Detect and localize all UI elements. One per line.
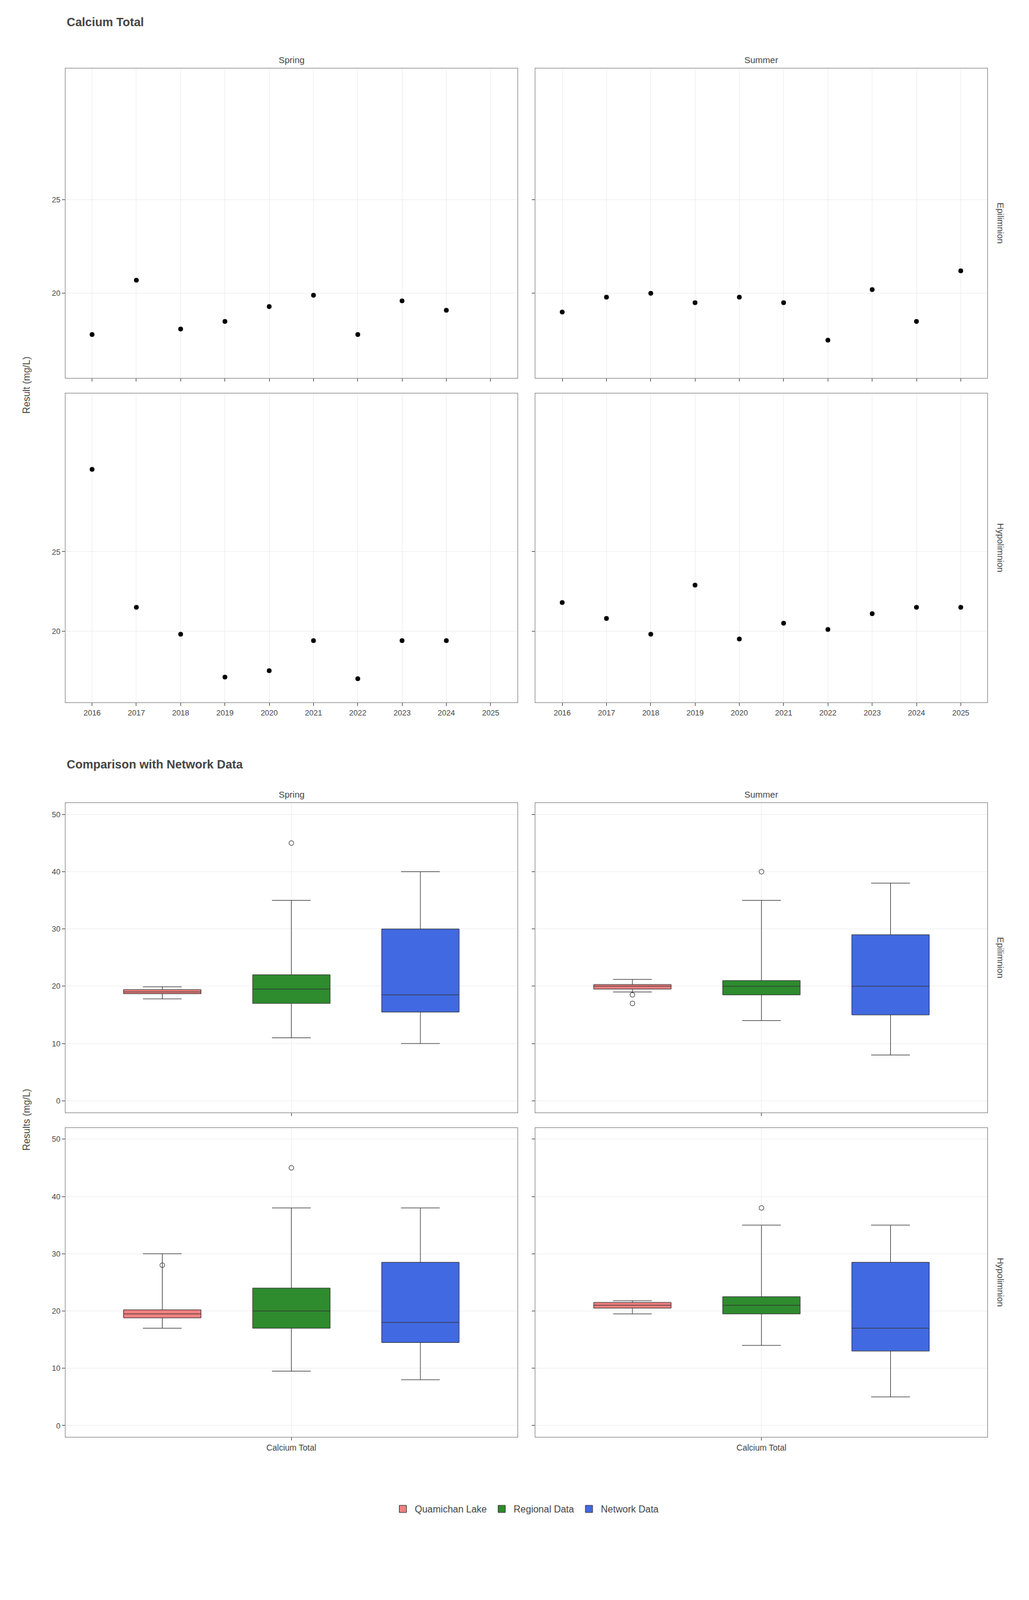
svg-text:2016: 2016 bbox=[553, 708, 572, 718]
svg-text:2016: 2016 bbox=[83, 708, 101, 718]
svg-text:Network Data: Network Data bbox=[600, 1504, 659, 1515]
svg-text:20: 20 bbox=[51, 981, 61, 991]
svg-text:2025: 2025 bbox=[481, 708, 500, 718]
svg-text:2020: 2020 bbox=[730, 708, 748, 718]
svg-text:2017: 2017 bbox=[128, 708, 146, 718]
svg-text:50: 50 bbox=[51, 810, 61, 820]
svg-text:20: 20 bbox=[51, 627, 61, 636]
svg-text:2025: 2025 bbox=[952, 708, 970, 718]
svg-text:Result (mg/L): Result (mg/L) bbox=[21, 356, 32, 414]
svg-text:0: 0 bbox=[55, 1096, 61, 1106]
svg-text:Calcium Total: Calcium Total bbox=[66, 15, 145, 29]
svg-text:2023: 2023 bbox=[863, 708, 881, 718]
svg-text:2019: 2019 bbox=[686, 708, 704, 718]
svg-text:2022: 2022 bbox=[348, 708, 367, 718]
svg-text:50: 50 bbox=[51, 1134, 61, 1144]
svg-text:Summer: Summer bbox=[744, 789, 779, 800]
svg-text:Calcium Total: Calcium Total bbox=[266, 1443, 317, 1453]
svg-text:0: 0 bbox=[55, 1421, 61, 1431]
svg-text:40: 40 bbox=[51, 867, 61, 877]
svg-text:30: 30 bbox=[51, 924, 61, 934]
svg-text:25: 25 bbox=[51, 547, 61, 557]
svg-text:2017: 2017 bbox=[597, 708, 616, 718]
svg-text:20: 20 bbox=[51, 1307, 61, 1317]
svg-text:30: 30 bbox=[51, 1249, 61, 1259]
svg-text:25: 25 bbox=[51, 195, 61, 205]
svg-text:2020: 2020 bbox=[260, 708, 279, 718]
svg-text:Results (mg/L): Results (mg/L) bbox=[21, 1089, 32, 1152]
svg-text:40: 40 bbox=[51, 1192, 61, 1202]
svg-text:2019: 2019 bbox=[216, 708, 234, 718]
svg-text:10: 10 bbox=[51, 1039, 61, 1049]
svg-text:Epilimnion: Epilimnion bbox=[995, 937, 1006, 979]
svg-text:2024: 2024 bbox=[908, 708, 926, 718]
svg-text:Hypolimnion: Hypolimnion bbox=[995, 1258, 1006, 1308]
svg-text:Epilimnion: Epilimnion bbox=[995, 202, 1006, 244]
svg-text:Calcium Total: Calcium Total bbox=[736, 1443, 787, 1453]
svg-text:10: 10 bbox=[51, 1364, 61, 1374]
svg-text:2023: 2023 bbox=[393, 708, 411, 718]
svg-text:Quamichan Lake: Quamichan Lake bbox=[415, 1504, 488, 1515]
svg-text:2021: 2021 bbox=[304, 708, 323, 718]
svg-text:Comparison with Network Data: Comparison with Network Data bbox=[66, 758, 243, 772]
svg-text:2021: 2021 bbox=[774, 708, 792, 718]
svg-text:20: 20 bbox=[51, 288, 61, 298]
svg-text:2018: 2018 bbox=[172, 708, 190, 718]
svg-text:Spring: Spring bbox=[278, 54, 305, 65]
svg-text:2024: 2024 bbox=[437, 708, 455, 718]
svg-text:2022: 2022 bbox=[819, 708, 837, 718]
svg-text:Spring: Spring bbox=[278, 789, 305, 800]
svg-text:Hypolimnion: Hypolimnion bbox=[995, 523, 1006, 573]
svg-text:2018: 2018 bbox=[641, 708, 660, 718]
svg-text:Summer: Summer bbox=[744, 54, 779, 65]
svg-text:Regional Data: Regional Data bbox=[513, 1504, 575, 1515]
